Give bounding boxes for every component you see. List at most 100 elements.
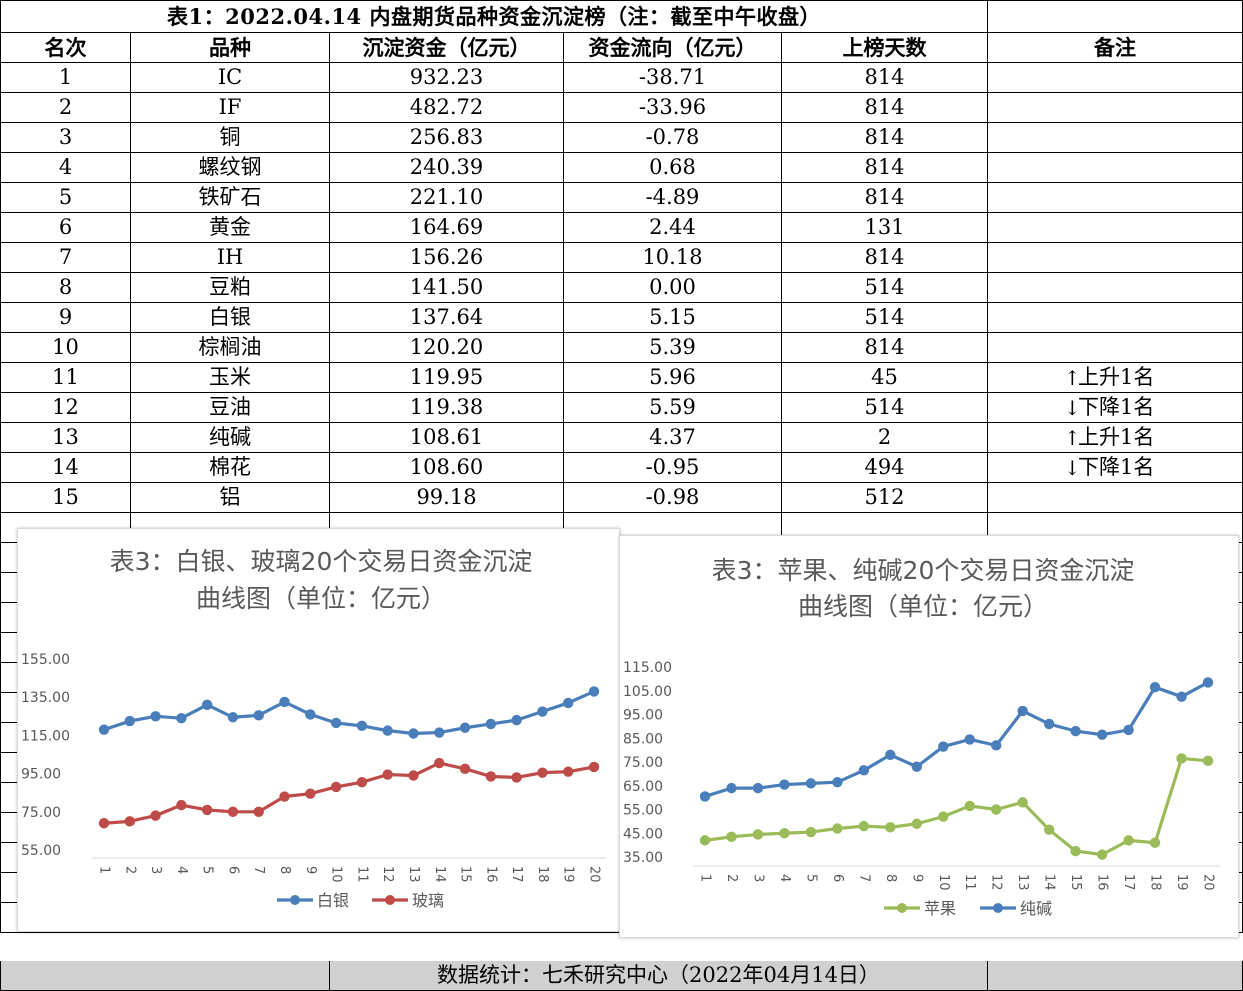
- cell-note: [988, 123, 1243, 153]
- cell-name: 玉米: [131, 363, 330, 393]
- y-tick-label: 75.00: [623, 755, 663, 771]
- data-point: [588, 686, 600, 697]
- data-point: [1202, 755, 1214, 767]
- series-line: [704, 681, 1209, 798]
- table-footer-row: 数据统计：七禾研究中心（2022年04月14日）: [0, 961, 1243, 991]
- x-tick-label: 6: [225, 866, 240, 874]
- cell-flow: -0.98: [564, 483, 782, 513]
- cell-funds: 256.83: [330, 123, 564, 153]
- table-row: 8 豆粕 141.50 0.00 514: [0, 273, 1243, 303]
- cell-days: 45: [782, 363, 988, 393]
- legend-label: 玻璃: [412, 891, 444, 910]
- data-point: [563, 697, 574, 709]
- y-tick-label: 35.00: [623, 850, 663, 866]
- data-point: [1017, 705, 1028, 717]
- data-point: [779, 828, 790, 839]
- cell-days: 494: [782, 453, 988, 483]
- data-point: [1043, 718, 1055, 730]
- x-tick-label: 4: [777, 874, 792, 882]
- header-note: 备注: [988, 33, 1243, 63]
- cell-funds: 156.26: [330, 243, 564, 273]
- x-tick-label: 4: [174, 866, 189, 874]
- cell-flow: -33.96: [564, 93, 782, 123]
- cell-name: 纯碱: [131, 423, 330, 453]
- table-title: 表1：2022.04.14 内盘期货品种资金沉淀榜（注：截至中午收盘）: [0, 0, 988, 33]
- x-tick-label: 8: [277, 866, 292, 874]
- footer-blank: [0, 961, 330, 991]
- cell-days: 814: [782, 183, 988, 213]
- table-row: 12 豆油 119.38 5.59 514 ↓ 下降1名: [0, 393, 1243, 423]
- cell-rank: 10: [0, 333, 131, 363]
- x-tick-label: 5: [200, 866, 215, 874]
- x-tick-label: 15: [1068, 874, 1083, 891]
- data-point: [330, 717, 342, 729]
- table-row: 13 纯碱 108.61 4.37 2 ↑ 上升1名: [0, 423, 1243, 453]
- cell-flow: 5.39: [564, 333, 782, 363]
- header-rank: 名次: [0, 33, 131, 63]
- table-row: 15 铝 99.18 -0.98 512: [0, 483, 1243, 513]
- data-point: [911, 818, 922, 829]
- y-tick-label: 65.00: [623, 779, 663, 795]
- data-point: [279, 791, 290, 802]
- data-point: [1149, 837, 1161, 848]
- x-tick-label: 6: [830, 874, 845, 882]
- data-point: [124, 715, 135, 727]
- data-point: [885, 822, 896, 833]
- cell-note: [988, 213, 1243, 243]
- x-tick-label: 3: [148, 866, 163, 874]
- cell-funds: 164.69: [330, 213, 564, 243]
- cell-name: IC: [131, 63, 330, 93]
- data-point: [1123, 724, 1134, 736]
- table-row: 1 IC 932.23 -38.71 814: [0, 63, 1243, 93]
- data-point: [459, 722, 471, 733]
- data-point: [408, 728, 419, 739]
- cell-flow: 2.44: [564, 213, 782, 243]
- x-tick-label: 1: [97, 866, 112, 874]
- cell-flow: 10.18: [564, 243, 782, 273]
- arrow-up-icon: ↑: [1064, 425, 1081, 450]
- cell-rank: 6: [0, 213, 131, 243]
- data-point: [1043, 824, 1055, 835]
- cell-days: 514: [782, 303, 988, 333]
- data-point: [885, 749, 896, 761]
- y-tick-label: 45.00: [623, 826, 663, 842]
- cell-flow: 5.96: [564, 363, 782, 393]
- cell-note: [988, 93, 1243, 123]
- cell-rank: 13: [0, 423, 131, 453]
- x-tick-label: 13: [406, 866, 421, 883]
- cell-funds: 240.39: [330, 153, 564, 183]
- data-point: [382, 769, 393, 780]
- legend-label: 纯碱: [1020, 899, 1052, 918]
- cell-name: 棕榈油: [131, 333, 330, 363]
- x-tick-label: 16: [1095, 874, 1110, 891]
- cell-flow: 5.59: [564, 393, 782, 423]
- data-point: [588, 761, 600, 773]
- data-point: [1202, 677, 1214, 688]
- cell-flow: 0.00: [564, 273, 782, 303]
- cell-days: 814: [782, 243, 988, 273]
- cell-flow: -0.95: [564, 453, 782, 483]
- arrow-down-icon: ↓: [1064, 395, 1081, 420]
- table-row: 4 螺纹钢 240.39 0.68 814: [0, 153, 1243, 183]
- cell-days: 814: [782, 123, 988, 153]
- x-tick-label: 13: [1015, 874, 1030, 891]
- data-point: [227, 806, 239, 817]
- y-tick-label: 95.00: [623, 708, 663, 724]
- table-row: 9 白银 137.64 5.15 514: [0, 303, 1243, 333]
- chart-title-line2: 曲线图（单位：亿元）: [196, 584, 446, 613]
- x-tick-label: 11: [962, 874, 977, 891]
- data-point: [434, 757, 445, 769]
- cell-days: 814: [782, 333, 988, 363]
- cell-note: ↑ 上升1名: [988, 363, 1243, 393]
- series-line: [103, 761, 595, 825]
- data-point: [699, 835, 711, 846]
- data-point: [176, 713, 187, 724]
- cell-days: 814: [782, 63, 988, 93]
- legend-marker: [993, 903, 1003, 913]
- data-point: [964, 734, 975, 745]
- data-point: [201, 804, 213, 816]
- y-tick-label: 115.00: [21, 728, 70, 744]
- data-point: [911, 761, 922, 772]
- data-point: [832, 823, 843, 834]
- cell-funds: 119.95: [330, 363, 564, 393]
